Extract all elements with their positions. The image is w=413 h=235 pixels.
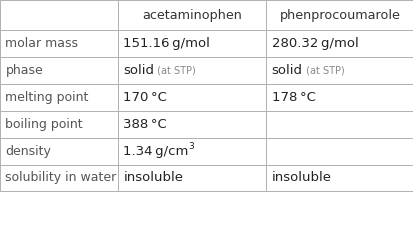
Text: (at STP): (at STP) — [302, 66, 344, 75]
Text: insoluble: insoluble — [271, 171, 331, 184]
Bar — [118, 0, 266, 30]
Bar — [118, 30, 266, 57]
Text: solid: solid — [271, 64, 302, 77]
Text: molar mass: molar mass — [5, 37, 78, 50]
Bar — [266, 30, 413, 57]
Text: phase: phase — [5, 64, 43, 77]
Bar — [266, 164, 413, 191]
Bar — [266, 111, 413, 138]
Bar — [0, 164, 118, 191]
Bar — [118, 57, 266, 84]
Bar — [118, 138, 266, 164]
Bar — [118, 164, 266, 191]
Bar — [0, 0, 118, 30]
Text: phenprocoumarole: phenprocoumarole — [279, 9, 399, 22]
Text: boiling point: boiling point — [5, 118, 83, 131]
Bar — [266, 0, 413, 30]
Bar — [0, 84, 118, 111]
Bar — [0, 138, 118, 164]
Text: 151.16 g/mol: 151.16 g/mol — [123, 37, 210, 50]
Text: solid: solid — [123, 64, 154, 77]
Text: insoluble: insoluble — [123, 171, 183, 184]
Text: 178 °C: 178 °C — [271, 91, 315, 104]
Bar — [118, 111, 266, 138]
Text: 388 °C: 388 °C — [123, 118, 167, 131]
Bar — [266, 138, 413, 164]
Text: (at STP): (at STP) — [154, 66, 196, 75]
Bar — [0, 57, 118, 84]
Bar — [266, 57, 413, 84]
Text: solubility in water: solubility in water — [5, 171, 116, 184]
Bar — [118, 84, 266, 111]
Text: acetaminophen: acetaminophen — [142, 9, 242, 22]
Text: 170 °C: 170 °C — [123, 91, 167, 104]
Text: 3: 3 — [188, 142, 194, 151]
Text: melting point: melting point — [5, 91, 88, 104]
Bar — [0, 30, 118, 57]
Text: 1.34 g/cm: 1.34 g/cm — [123, 145, 188, 158]
Bar — [266, 84, 413, 111]
Bar — [0, 111, 118, 138]
Text: 280.32 g/mol: 280.32 g/mol — [271, 37, 358, 50]
Text: density: density — [5, 145, 51, 158]
